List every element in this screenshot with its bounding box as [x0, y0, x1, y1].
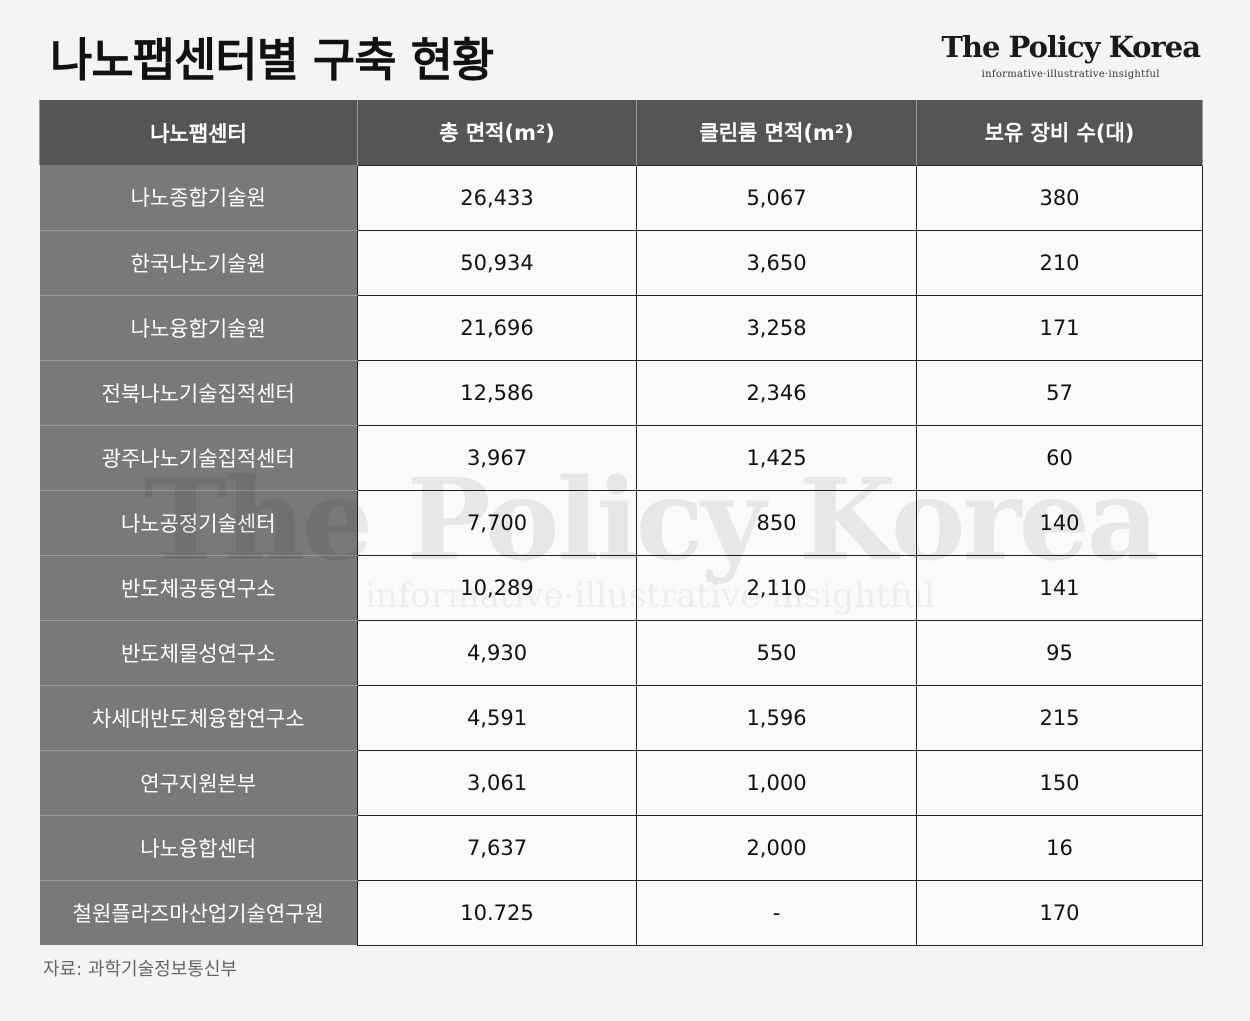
- table-row: 한국나노기술원 50,934 3,650 210: [39, 229, 1203, 296]
- total-area-cell: 3,967: [357, 424, 637, 491]
- nanofab-status-table: 나노팹센터 총 면적(m²) 클린룸 면적(m²) 보유 장비 수(대) 나노종…: [39, 100, 1203, 946]
- cleanroom-area-cell: 1,000: [636, 749, 917, 816]
- center-name: 나노종합기술원: [39, 165, 358, 231]
- table-row: 반도체물성연구소 4,930 550 95: [39, 619, 1203, 686]
- cleanroom-area-cell: 3,258: [636, 294, 917, 361]
- table-row: 나노융합센터 7,637 2,000 16: [39, 814, 1203, 881]
- cleanroom-area-cell: 850: [636, 489, 917, 556]
- total-area-cell: 26,433: [357, 164, 637, 231]
- equipment-count-cell: 60: [916, 424, 1203, 491]
- center-name: 나노융합센터: [39, 815, 358, 881]
- table-row: 광주나노기술집적센터 3,967 1,425 60: [39, 424, 1203, 491]
- header-equipment-count: 보유 장비 수(대): [916, 100, 1203, 165]
- center-name: 광주나노기술집적센터: [39, 425, 358, 491]
- total-area-cell: 7,637: [357, 814, 637, 881]
- table-row: 전북나노기술집적센터 12,586 2,346 57: [39, 359, 1203, 426]
- header-total-area: 총 면적(m²): [357, 100, 637, 165]
- header-center: 나노팹센터: [39, 100, 358, 165]
- center-name: 철원플라즈마산업기술연구원: [39, 880, 358, 945]
- logo-name: The Policy Korea: [941, 30, 1201, 64]
- total-area-cell: 21,696: [357, 294, 637, 361]
- table-row: 반도체공동연구소 10,289 2,110 141: [39, 554, 1203, 621]
- cleanroom-area-cell: 2,346: [636, 359, 917, 426]
- total-area-cell: 4,591: [357, 684, 637, 751]
- center-name: 반도체물성연구소: [39, 620, 358, 686]
- table-row: 나노공정기술센터 7,700 850 140: [39, 489, 1203, 556]
- equipment-count-cell: 141: [916, 554, 1203, 621]
- equipment-count-cell: 16: [916, 814, 1203, 881]
- cleanroom-area-cell: 1,596: [636, 684, 917, 751]
- total-area-cell: 50,934: [357, 229, 637, 296]
- cleanroom-area-cell: 5,067: [636, 164, 917, 231]
- table-row: 철원플라즈마산업기술연구원 10.725 - 170: [39, 879, 1203, 946]
- center-name: 전북나노기술집적센터: [39, 360, 358, 426]
- total-area-cell: 12,586: [357, 359, 637, 426]
- equipment-count-cell: 210: [916, 229, 1203, 296]
- cleanroom-area-cell: 3,650: [636, 229, 917, 296]
- brand-logo: The Policy Korea informative·illustrativ…: [941, 30, 1201, 80]
- equipment-count-cell: 215: [916, 684, 1203, 751]
- equipment-count-cell: 140: [916, 489, 1203, 556]
- page-title: 나노팹센터별 구축 현황: [50, 33, 494, 87]
- table-row: 나노종합기술원 26,433 5,067 380: [39, 164, 1203, 231]
- equipment-count-cell: 95: [916, 619, 1203, 686]
- center-name: 나노융합기술원: [39, 295, 358, 361]
- cleanroom-area-cell: 2,110: [636, 554, 917, 621]
- source-note: 자료: 과학기술정보통신부: [43, 959, 237, 980]
- total-area-cell: 3,061: [357, 749, 637, 816]
- center-name: 한국나노기술원: [39, 230, 358, 296]
- header-cleanroom-area: 클린룸 면적(m²): [636, 100, 917, 165]
- table-row: 연구지원본부 3,061 1,000 150: [39, 749, 1203, 816]
- center-name: 반도체공동연구소: [39, 555, 358, 621]
- center-name: 연구지원본부: [39, 750, 358, 816]
- cleanroom-area-cell: 2,000: [636, 814, 917, 881]
- total-area-cell: 10.725: [357, 879, 637, 946]
- cleanroom-area-cell: 550: [636, 619, 917, 686]
- cleanroom-area-cell: 1,425: [636, 424, 917, 491]
- equipment-count-cell: 150: [916, 749, 1203, 816]
- total-area-cell: 7,700: [357, 489, 637, 556]
- table-row: 나노융합기술원 21,696 3,258 171: [39, 294, 1203, 361]
- total-area-cell: 10,289: [357, 554, 637, 621]
- center-name: 차세대반도체융합연구소: [39, 685, 358, 751]
- total-area-cell: 4,930: [357, 619, 637, 686]
- center-name: 나노공정기술센터: [39, 490, 358, 556]
- table-header-row: 나노팹센터 총 면적(m²) 클린룸 면적(m²) 보유 장비 수(대): [39, 100, 1203, 165]
- equipment-count-cell: 380: [916, 164, 1203, 231]
- table-row: 차세대반도체융합연구소 4,591 1,596 215: [39, 684, 1203, 751]
- equipment-count-cell: 170: [916, 879, 1203, 946]
- logo-tagline: informative·illustrative·insightful: [981, 69, 1160, 80]
- equipment-count-cell: 171: [916, 294, 1203, 361]
- cleanroom-area-cell: -: [636, 879, 917, 946]
- equipment-count-cell: 57: [916, 359, 1203, 426]
